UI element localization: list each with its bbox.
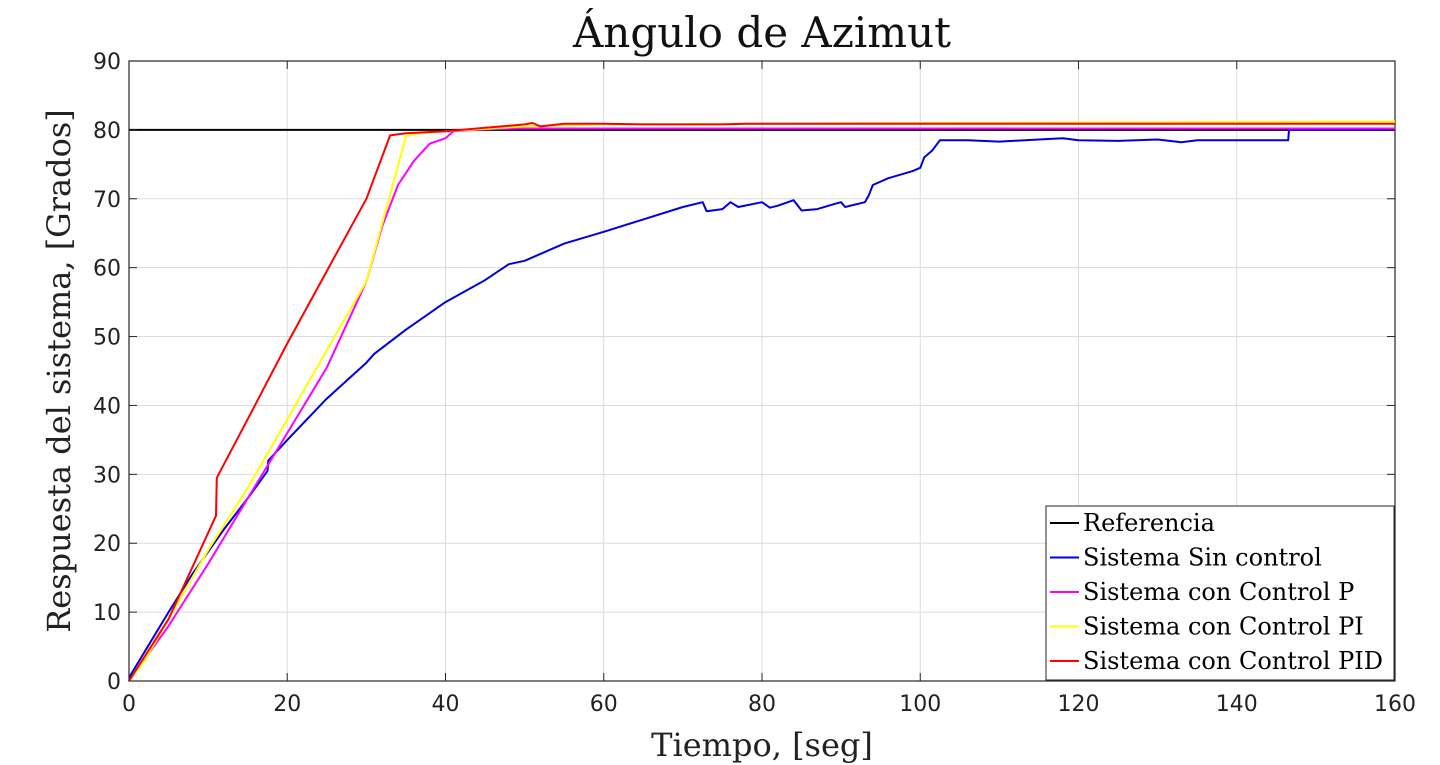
x-tick-label: 80 <box>748 692 776 717</box>
x-tick-label: 20 <box>273 692 301 717</box>
x-tick-label: 40 <box>432 692 460 717</box>
x-tick-label: 140 <box>1216 692 1258 717</box>
x-tick-label: 60 <box>590 692 618 717</box>
x-tick-label: 100 <box>899 692 941 717</box>
legend-item: Sistema Sin control <box>1050 544 1322 572</box>
x-tick-label: 0 <box>122 692 136 717</box>
y-tick-label: 0 <box>107 670 121 695</box>
legend: Referencia Sistema Sin control Sistema con… <box>1045 505 1395 681</box>
axis-ticks: 0 20 40 60 80 100 120 140 160 0 10 20 30 40 50 60 70 80 90 <box>93 50 1416 717</box>
series-line-sistema-con-control-pid <box>128 122 1395 682</box>
y-tick-label: 30 <box>93 463 121 488</box>
legend-label: Sistema con Control PI <box>1083 613 1364 641</box>
legend-label: Referencia <box>1083 509 1215 537</box>
legend-label: Sistema con Control P <box>1083 578 1354 606</box>
series-line-sistema-sin-control <box>128 128 1395 679</box>
y-tick-label: 50 <box>93 326 121 351</box>
chart-title: Ángulo de Azimut <box>572 7 951 57</box>
y-tick-label: 10 <box>93 601 121 626</box>
y-tick-label: 70 <box>93 188 121 213</box>
x-axis-title: Tiempo, [seg] <box>651 726 873 764</box>
y-tick-label: 80 <box>93 119 121 144</box>
legend-item: Sistema con Control P <box>1050 578 1354 606</box>
legend-item: Sistema con Control PI <box>1050 613 1364 641</box>
legend-item: Sistema con Control PID <box>1050 647 1383 675</box>
series-line-sistema-con-control-p <box>128 127 1395 682</box>
y-axis-title: Respuesta del sistema, [Grados] <box>40 109 78 633</box>
series-lines <box>128 120 1396 682</box>
legend-items: Referencia Sistema Sin control Sistema con… <box>1050 509 1383 675</box>
legend-box <box>1045 505 1395 681</box>
y-tick-label: 40 <box>93 394 121 419</box>
legend-label: Sistema con Control PID <box>1083 647 1383 675</box>
y-tick-label: 60 <box>93 257 121 282</box>
x-tick-label: 160 <box>1374 692 1416 717</box>
y-tick-label: 20 <box>93 532 121 557</box>
x-tick-label: 120 <box>1058 692 1100 717</box>
y-tick-label: 90 <box>93 50 121 75</box>
legend-item: Referencia <box>1050 509 1215 537</box>
legend-label: Sistema Sin control <box>1083 544 1322 572</box>
